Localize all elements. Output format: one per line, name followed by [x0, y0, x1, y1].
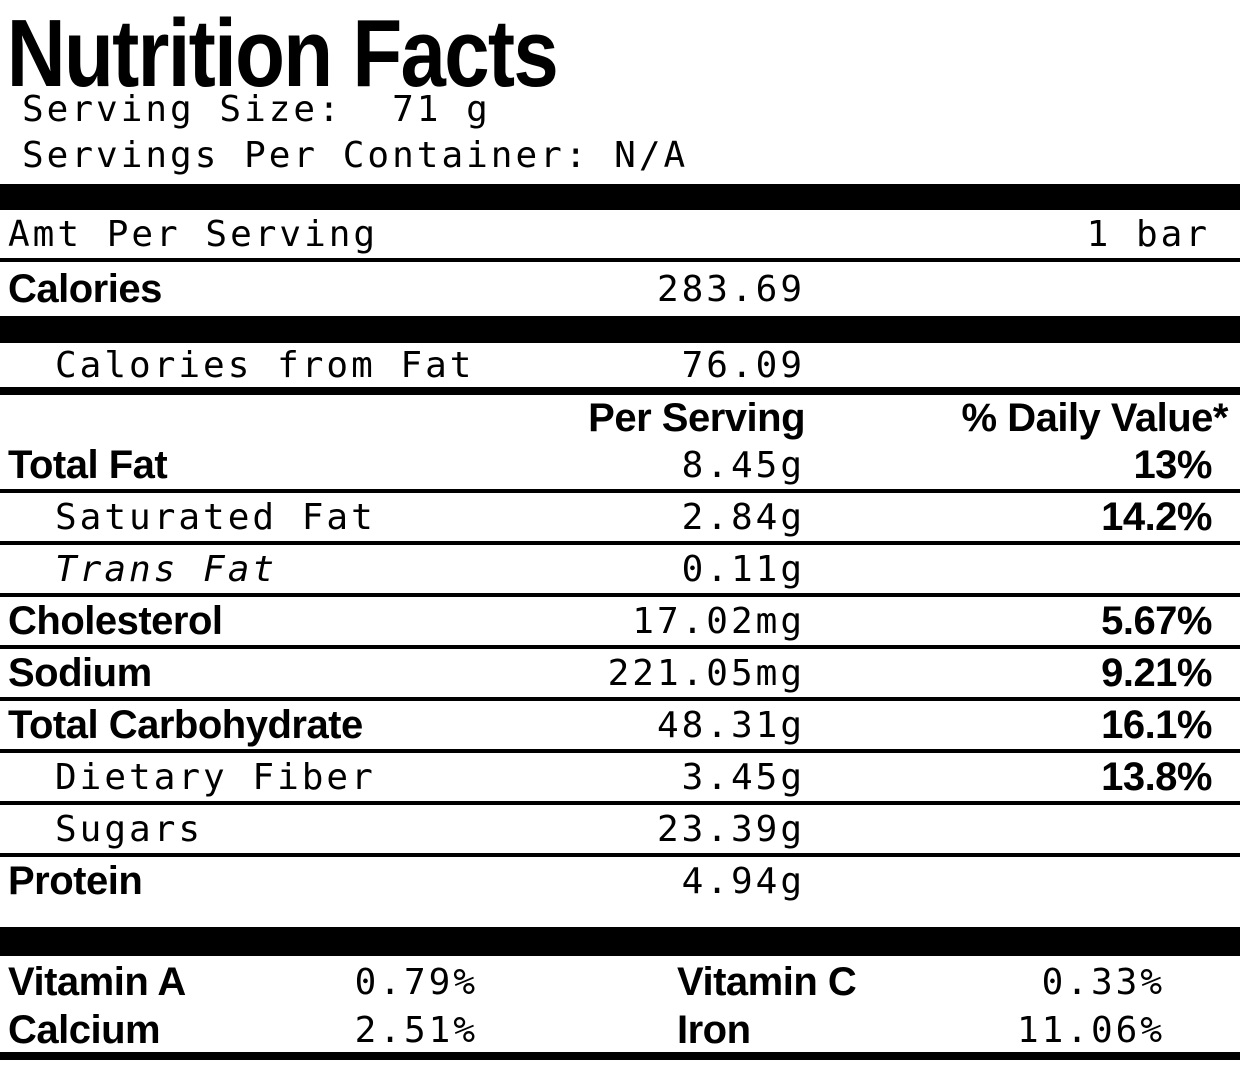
label-title: Nutrition Facts — [6, 0, 559, 107]
calories-row: Calories 283.69 — [0, 262, 1240, 316]
separator-bar-calories — [0, 316, 1240, 343]
divider — [0, 258, 1240, 262]
nutrient-label: Protein — [8, 858, 143, 903]
serving-size-line: Serving Size: 71 g — [22, 88, 491, 130]
calories-label: Calories — [8, 266, 162, 311]
nutrient-amount: 48.31g — [656, 704, 805, 746]
divider — [0, 801, 1240, 805]
divider-bottom — [0, 1052, 1240, 1060]
vitamin-row-1: Vitamin A 0.79% Vitamin C 0.33% — [0, 956, 1240, 1008]
nutrient-daily-value: 9.21% — [1101, 650, 1212, 695]
amt-per-serving-label: Amt Per Serving — [8, 213, 379, 255]
divider — [0, 541, 1240, 545]
calcium-value: 2.51% — [354, 1009, 478, 1051]
divider-medium — [0, 387, 1240, 395]
nutrient-row-saturated-fat: Saturated Fat 2.84g 14.2% — [0, 493, 1240, 541]
amt-per-serving-row: Amt Per Serving 1 bar — [0, 210, 1240, 258]
nutrient-label: Saturated Fat — [55, 496, 376, 538]
calories-from-fat-row: Calories from Fat 76.09 — [0, 343, 1240, 387]
nutrient-row-trans-fat: Trans Fat 0.11g — [0, 545, 1240, 593]
calcium-label: Calcium — [8, 1007, 161, 1052]
nutrient-label: Sugars — [55, 808, 204, 850]
nutrient-amount: 17.02mg — [632, 600, 805, 642]
nutrient-daily-value: 14.2% — [1101, 494, 1212, 539]
nutrient-amount: 221.05mg — [607, 652, 805, 694]
nutrient-daily-value: 13% — [1133, 442, 1212, 487]
nutrient-label: Dietary Fiber — [55, 756, 376, 798]
divider — [0, 645, 1240, 649]
calories-from-fat-label: Calories from Fat — [55, 344, 475, 386]
nutrient-daily-value: 13.8% — [1101, 754, 1212, 799]
nutrient-amount: 8.45g — [681, 444, 805, 486]
divider — [0, 489, 1240, 493]
nutrient-row-total-fat: Total Fat 8.45g 13% — [0, 441, 1240, 489]
daily-value-column-header: % Daily Value* — [961, 395, 1229, 440]
vitamin-c-label: Vitamin C — [677, 959, 857, 1004]
nutrient-row-cholesterol: Cholesterol 17.02mg 5.67% — [0, 597, 1240, 645]
divider — [0, 593, 1240, 597]
nutrient-label: Cholesterol — [8, 598, 223, 643]
nutrient-row-total-carbohydrate: Total Carbohydrate 48.31g 16.1% — [0, 701, 1240, 749]
nutrient-amount: 2.84g — [681, 496, 805, 538]
divider — [0, 853, 1240, 857]
serving-unit: 1 bar — [1086, 213, 1210, 255]
calories-value: 283.69 — [656, 268, 805, 310]
nutrient-amount: 23.39g — [656, 808, 805, 850]
per-serving-column-header: Per Serving — [588, 395, 805, 440]
nutrient-row-sugars: Sugars 23.39g — [0, 805, 1240, 853]
servings-per-container-line: Servings Per Container: N/A — [22, 134, 689, 176]
calories-from-fat-value: 76.09 — [681, 344, 805, 386]
nutrient-row-dietary-fiber: Dietary Fiber 3.45g 13.8% — [0, 753, 1240, 801]
nutrient-daily-value: 16.1% — [1101, 702, 1212, 747]
vitamin-a-label: Vitamin A — [8, 959, 186, 1004]
separator-bar-vitamins — [0, 927, 1240, 956]
nutrient-daily-value: 5.67% — [1101, 598, 1212, 643]
divider — [0, 749, 1240, 753]
nutrient-amount: 0.11g — [681, 548, 805, 590]
nutrient-label: Total Fat — [8, 442, 168, 487]
iron-label: Iron — [677, 1007, 751, 1052]
vitamin-row-2: Calcium 2.51% Iron 11.06% — [0, 1008, 1240, 1052]
nutrient-row-protein: Protein 4.94g — [0, 857, 1240, 905]
nutrient-label: Trans Fat — [55, 548, 278, 590]
nutrient-label: Sodium — [8, 650, 152, 695]
column-header-row: Per Serving % Daily Value* — [0, 395, 1240, 441]
nutrient-label: Total Carbohydrate — [8, 702, 363, 747]
nutrient-amount: 3.45g — [681, 756, 805, 798]
vitamin-c-value: 0.33% — [1041, 961, 1165, 1003]
divider — [0, 697, 1240, 701]
nutrient-row-sodium: Sodium 221.05mg 9.21% — [0, 649, 1240, 697]
nutrient-amount: 4.94g — [681, 860, 805, 902]
iron-value: 11.06% — [1016, 1009, 1165, 1051]
separator-bar-top — [0, 184, 1240, 210]
vitamin-a-value: 0.79% — [354, 961, 478, 1003]
